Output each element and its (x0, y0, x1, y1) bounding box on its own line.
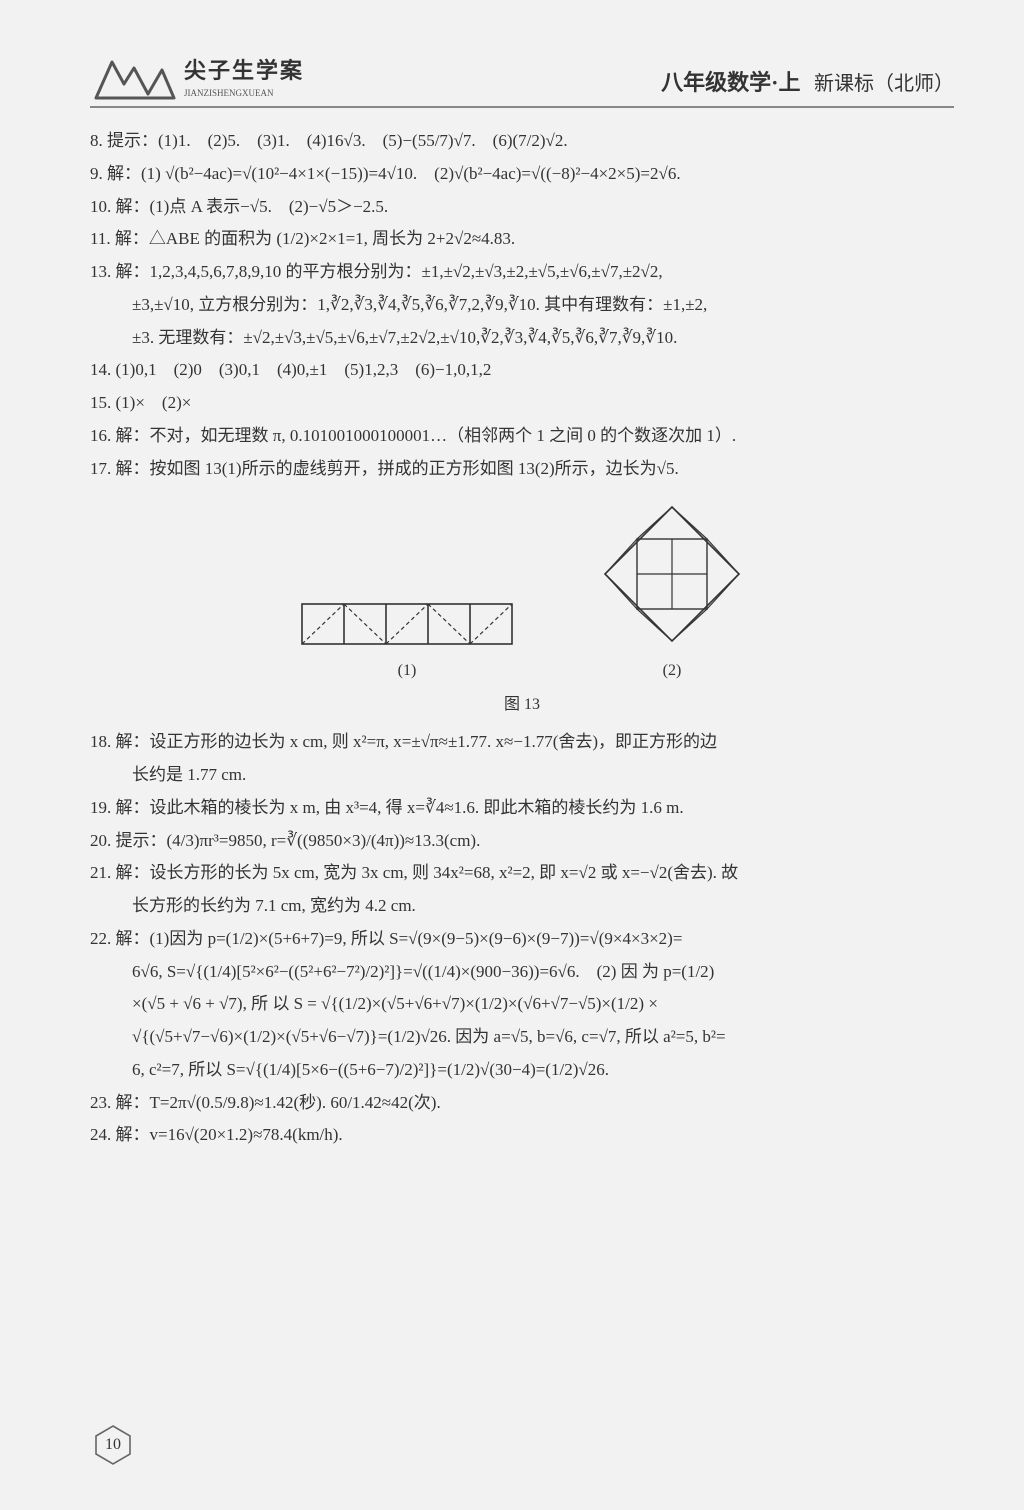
figure-13: (1) (2) 图 13 (90, 499, 954, 719)
answer-line: 24. 解：v=16√(20×1.2)≈78.4(km/h). (90, 1120, 954, 1150)
answer-line: 21. 解：设长方形的长为 5x cm, 宽为 3x cm, 则 34x²=68… (90, 858, 954, 888)
answer-line-cont: ×(√5 + √6 + √7), 所 以 S = √{(1/2)×(√5+√6+… (90, 989, 954, 1019)
figure-label-2: (2) (663, 657, 682, 685)
answer-line: 19. 解：设此木箱的棱长为 x m, 由 x³=4, 得 x=∛4≈1.6. … (90, 793, 954, 823)
brand-name: 尖子生学案 (184, 52, 304, 91)
answer-line-cont: 6√6, S=√{(1/4)[5²×6²−((5²+6²−7²)/2)²]}=√… (90, 957, 954, 987)
answer-line: 11. 解：△ABE 的面积为 (1/2)×2×1=1, 周长为 2+2√2≈4… (90, 224, 954, 254)
answer-line: 8. 提示：(1)1. (2)5. (3)1. (4)16√3. (5)−(55… (90, 126, 954, 156)
answer-line: 13. 解：1,2,3,4,5,6,7,8,9,10 的平方根分别为：±1,±√… (90, 257, 954, 287)
page-number: 10 (92, 1424, 134, 1466)
answer-line: 14. (1)0,1 (2)0 (3)0,1 (4)0,±1 (5)1,2,3 … (90, 355, 954, 385)
brand-text-block: 尖子生学案 JIANZISHENGXUEAN (184, 52, 304, 102)
answer-line: 23. 解：T=2π√(0.5/9.8)≈1.42(秒). 60/1.42≈42… (90, 1088, 954, 1118)
mountain-logo-icon (90, 50, 180, 102)
answer-line-cont: 长方形的长约为 7.1 cm, 宽约为 4.2 cm. (90, 891, 954, 921)
answer-line: 10. 解：(1)点 A 表示−√5. (2)−√5＞−2.5. (90, 192, 954, 222)
strip-diagram-icon (297, 589, 517, 649)
answer-line: 17. 解：按如图 13(1)所示的虚线剪开，拼成的正方形如图 13(2)所示，… (90, 454, 954, 484)
title-main: 八年级数学·上 (661, 70, 800, 95)
answer-line: 20. 提示：(4/3)πr³=9850, r=∛((9850×3)/(4π))… (90, 826, 954, 856)
answer-line: 18. 解：设正方形的边长为 x cm, 则 x²=π, x=±√π≈±1.77… (90, 727, 954, 757)
answer-line: 22. 解：(1)因为 p=(1/2)×(5+6+7)=9, 所以 S=√(9×… (90, 924, 954, 954)
answer-line-cont: 6, c²=7, 所以 S=√{(1/4)[5×6−((5+6−7)/2)²]}… (90, 1055, 954, 1085)
figure-13-2: (2) (597, 499, 747, 685)
answer-line: 16. 解：不对，如无理数 π, 0.101001000100001…（相邻两个… (90, 421, 954, 451)
page-number-badge: 10 (92, 1424, 134, 1466)
content-body: 8. 提示：(1)1. (2)5. (3)1. (4)16√3. (5)−(55… (90, 126, 954, 1150)
figure-main-label: 图 13 (90, 691, 954, 719)
square-diagram-icon (597, 499, 747, 649)
title-sub: 新课标（北师） (814, 73, 954, 95)
answer-line-cont: √{(√5+√7−√6)×(1/2)×(√5+√6−√7)}=(1/2)√26.… (90, 1022, 954, 1052)
figure-13-1: (1) (297, 589, 517, 685)
header-title: 八年级数学·上 新课标（北师） (661, 64, 954, 103)
answer-line: 15. (1)× (2)× (90, 388, 954, 418)
page-header: 尖子生学案 JIANZISHENGXUEAN 八年级数学·上 新课标（北师） (90, 50, 954, 108)
answer-line-cont: 长约是 1.77 cm. (90, 760, 954, 790)
logo-block: 尖子生学案 JIANZISHENGXUEAN (90, 50, 304, 102)
answer-line: 9. 解：(1) √(b²−4ac)=√(10²−4×1×(−15))=4√10… (90, 159, 954, 189)
answer-line-cont: ±3,±√10, 立方根分别为：1,∛2,∛3,∛4,∛5,∛6,∛7,2,∛9… (90, 290, 954, 320)
answer-line-cont: ±3. 无理数有：±√2,±√3,±√5,±√6,±√7,±2√2,±√10,∛… (90, 323, 954, 353)
figure-row: (1) (2) (90, 499, 954, 685)
figure-label-1: (1) (398, 657, 417, 685)
